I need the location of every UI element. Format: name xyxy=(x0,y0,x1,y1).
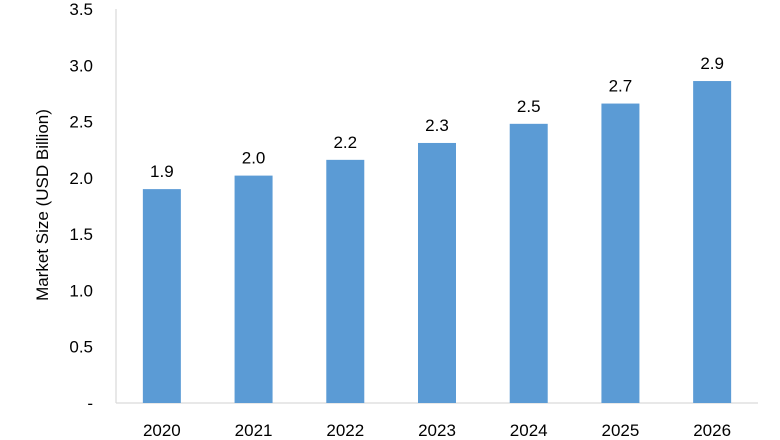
y-tick-label: - xyxy=(87,394,93,413)
bar xyxy=(142,189,181,403)
y-axis-title: Market Size (USD Billion) xyxy=(33,109,52,301)
data-label: 2.0 xyxy=(242,149,266,168)
y-tick-label: 3.0 xyxy=(69,56,93,75)
data-label: 2.5 xyxy=(517,97,541,116)
x-tick-label: 2024 xyxy=(510,421,548,440)
y-tick-label: 1.5 xyxy=(69,225,93,244)
bar xyxy=(693,81,732,403)
data-label: 2.7 xyxy=(609,77,633,96)
y-tick-label: 2.0 xyxy=(69,169,93,188)
y-tick-label: 3.5 xyxy=(69,0,93,19)
y-tick-label: 1.0 xyxy=(69,281,93,300)
y-axis-title-group: Market Size (USD Billion) xyxy=(33,109,52,301)
x-tick-label: 2020 xyxy=(143,421,181,440)
x-tick-label: 2023 xyxy=(418,421,456,440)
x-tick-labels: 2020 2021 2022 2023 2024 2025 2026 xyxy=(143,421,731,440)
bar xyxy=(326,159,365,403)
data-label: 2.2 xyxy=(333,133,357,152)
data-label: 1.9 xyxy=(150,162,174,181)
bar xyxy=(601,103,640,403)
x-tick-label: 2025 xyxy=(602,421,640,440)
x-tick-label: 2022 xyxy=(326,421,364,440)
bar xyxy=(234,175,273,403)
data-label: 2.9 xyxy=(700,54,724,73)
y-tick-label: 0.5 xyxy=(69,338,93,357)
x-tick-label: 2026 xyxy=(693,421,731,440)
y-tick-label: 2.5 xyxy=(69,113,93,132)
bars xyxy=(142,81,732,403)
bar xyxy=(509,123,548,403)
bar xyxy=(418,142,456,403)
data-label: 2.3 xyxy=(425,116,449,135)
data-labels: 1.9 2.0 2.2 2.3 2.5 2.7 2.9 xyxy=(150,54,724,181)
x-tick-label: 2021 xyxy=(235,421,273,440)
y-tick-labels: - 0.5 1.0 1.5 2.0 2.5 3.0 3.5 xyxy=(69,0,93,413)
